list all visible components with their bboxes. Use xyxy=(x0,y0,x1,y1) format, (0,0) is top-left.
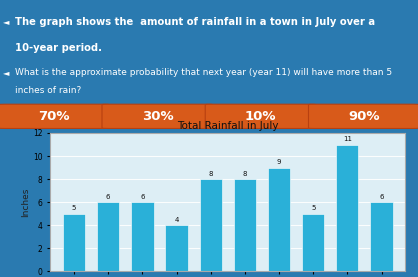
Y-axis label: Inches: Inches xyxy=(21,188,30,217)
Text: What is the approximate probability that next year (year 11) will have more than: What is the approximate probability that… xyxy=(15,68,392,77)
Bar xyxy=(131,202,153,271)
Text: ◄: ◄ xyxy=(3,68,10,77)
Text: inches of rain?: inches of rain? xyxy=(15,86,81,95)
Bar xyxy=(200,179,222,271)
Bar xyxy=(234,179,256,271)
Bar xyxy=(336,145,359,271)
Text: The graph shows the  amount of rainfall in a town in July over a: The graph shows the amount of rainfall i… xyxy=(15,17,375,27)
Text: 9: 9 xyxy=(277,159,281,165)
Text: 10%: 10% xyxy=(245,110,276,123)
Text: 4: 4 xyxy=(174,217,179,223)
Text: ◄: ◄ xyxy=(3,17,10,26)
Text: 6: 6 xyxy=(140,194,145,200)
Text: 11: 11 xyxy=(343,136,352,142)
Bar xyxy=(63,214,85,271)
Text: 10-year period.: 10-year period. xyxy=(15,43,102,53)
Text: 5: 5 xyxy=(72,206,76,211)
FancyBboxPatch shape xyxy=(102,104,213,129)
Text: 8: 8 xyxy=(209,171,213,177)
Bar xyxy=(302,214,324,271)
Text: 30%: 30% xyxy=(142,110,173,123)
FancyBboxPatch shape xyxy=(308,104,418,129)
Text: 8: 8 xyxy=(242,171,247,177)
FancyBboxPatch shape xyxy=(205,104,316,129)
Text: 70%: 70% xyxy=(38,110,70,123)
Text: 5: 5 xyxy=(311,206,316,211)
Bar xyxy=(97,202,120,271)
FancyBboxPatch shape xyxy=(0,104,110,129)
Bar xyxy=(370,202,393,271)
Bar xyxy=(268,168,290,271)
Title: Total Rainfall in July: Total Rainfall in July xyxy=(177,121,278,131)
Text: 6: 6 xyxy=(106,194,110,200)
Bar xyxy=(166,225,188,271)
Text: 90%: 90% xyxy=(348,110,380,123)
Text: 6: 6 xyxy=(379,194,384,200)
